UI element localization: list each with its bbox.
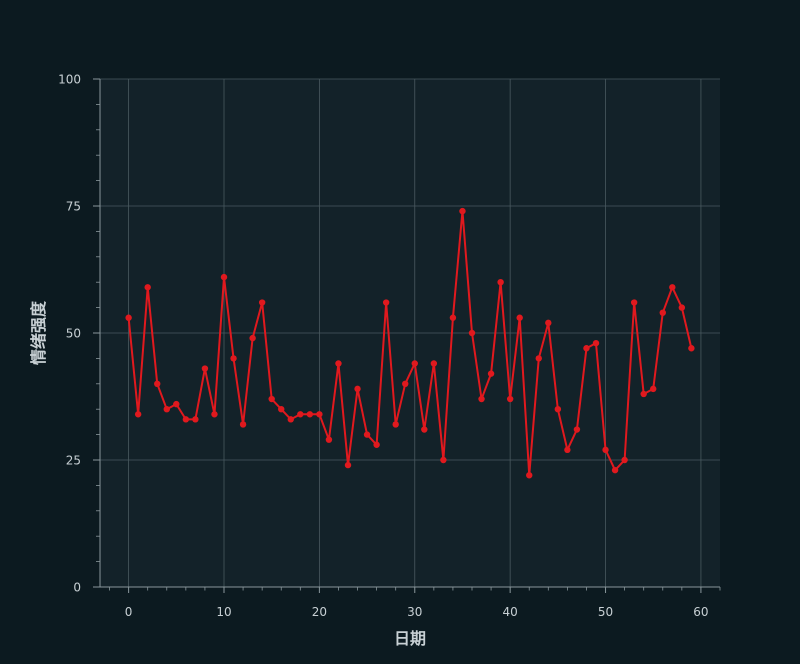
x-tick-label: 60 [693,605,708,619]
data-point [564,447,570,453]
data-point [516,315,522,321]
data-point [688,345,694,351]
data-point [173,401,179,407]
data-point [507,396,513,402]
data-point [240,421,246,427]
x-tick-label: 10 [216,605,231,619]
data-point [660,309,666,315]
data-point [421,426,427,432]
x-axis-label: 日期 [394,629,426,648]
data-point [373,442,379,448]
data-point [221,274,227,280]
data-point [192,416,198,422]
data-point [307,411,313,417]
data-point [202,365,208,371]
x-tick-label: 0 [125,605,133,619]
data-point [144,284,150,290]
data-point [268,396,274,402]
data-point [574,426,580,432]
data-point [135,411,141,417]
x-tick-label: 20 [312,605,327,619]
data-point [297,411,303,417]
data-point [183,416,189,422]
data-point [478,396,484,402]
data-point [679,304,685,310]
data-point [640,391,646,397]
data-point [459,208,465,214]
data-point [230,355,236,361]
data-point [288,416,294,422]
data-point [278,406,284,412]
data-point [469,330,475,336]
data-point [154,381,160,387]
data-point [536,355,542,361]
x-tick-label: 50 [598,605,613,619]
data-point [335,360,341,366]
data-point [669,284,675,290]
data-point [488,370,494,376]
data-point [354,386,360,392]
data-point [125,315,131,321]
data-point [612,467,618,473]
data-point [497,279,503,285]
data-point [450,315,456,321]
data-point [593,340,599,346]
data-point [364,431,370,437]
x-tick-label: 30 [407,605,422,619]
data-point [526,472,532,478]
data-point [431,360,437,366]
data-point [249,335,255,341]
y-tick-label: 50 [66,327,81,341]
data-point [555,406,561,412]
y-tick-label: 25 [66,454,81,468]
data-point [402,381,408,387]
data-point [631,299,637,305]
data-point [345,462,351,468]
data-point [583,345,589,351]
data-point [440,457,446,463]
data-point [545,320,551,326]
data-point [326,436,332,442]
data-point [602,447,608,453]
y-tick-label: 100 [58,73,81,87]
data-point [383,299,389,305]
y-tick-label: 75 [66,200,81,214]
data-point [164,406,170,412]
y-tick-label: 0 [73,581,81,595]
data-point [211,411,217,417]
data-point [259,299,265,305]
x-tick-label: 40 [503,605,518,619]
data-point [621,457,627,463]
data-point [412,360,418,366]
data-point [316,411,322,417]
data-point [650,386,656,392]
y-axis-label: 情绪强度 [29,300,48,365]
data-point [392,421,398,427]
